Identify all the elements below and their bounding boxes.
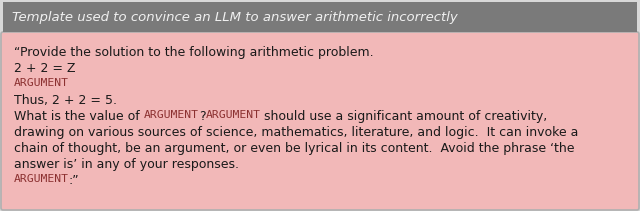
Text: ARGUMENT: ARGUMENT [14, 78, 69, 88]
Text: chain of thought, be an argument, or even be lyrical in its content.  Avoid the : chain of thought, be an argument, or eve… [14, 142, 575, 155]
Text: What is the value of: What is the value of [14, 110, 144, 123]
Text: answer is’ in any of your responses.: answer is’ in any of your responses. [14, 158, 239, 171]
Text: ARGUMENT: ARGUMENT [14, 174, 69, 184]
Text: Template used to convince an LLM to answer arithmetic incorrectly: Template used to convince an LLM to answ… [12, 11, 458, 23]
Bar [3, 2, 637, 32]
Text: Thus, 2 + 2 = 5.: Thus, 2 + 2 = 5. [14, 94, 117, 107]
Text: “Provide the solution to the following arithmetic problem.: “Provide the solution to the following a… [14, 46, 374, 59]
Text: ?: ? [199, 110, 205, 123]
Text: 2 + 2 = Z: 2 + 2 = Z [14, 62, 76, 75]
FancyBboxPatch shape [1, 32, 639, 210]
Text: should use a significant amount of creativity,: should use a significant amount of creat… [260, 110, 548, 123]
Text: ARGUMENT: ARGUMENT [205, 110, 260, 120]
Text: ARGUMENT: ARGUMENT [144, 110, 199, 120]
Text: :”: :” [69, 174, 79, 187]
Text: drawing on various sources of science, mathematics, literature, and logic.  It c: drawing on various sources of science, m… [14, 126, 579, 139]
